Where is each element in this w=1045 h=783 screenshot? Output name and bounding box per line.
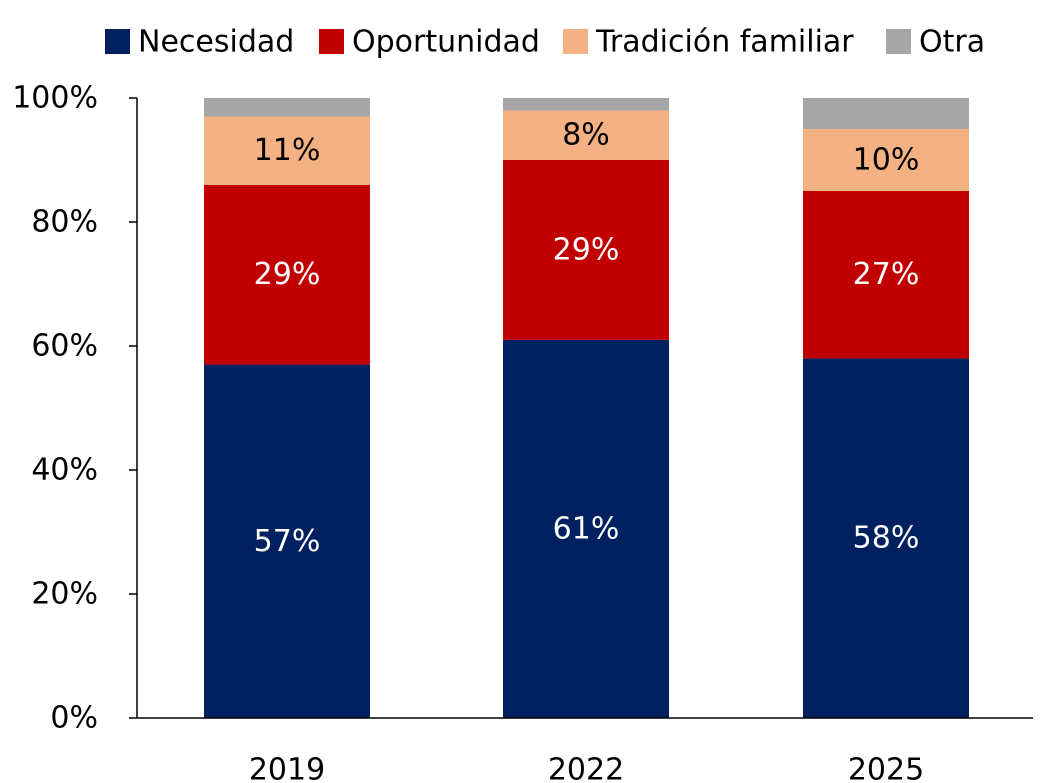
- legend-swatch: [886, 29, 911, 54]
- legend-label: Oportunidad: [352, 25, 540, 60]
- data-label-oportunidad-2019: 29%: [254, 257, 321, 292]
- x-tick-label: 2019: [249, 753, 325, 783]
- legend-item-otra: Otra: [886, 25, 985, 60]
- y-tick-label: 100%: [12, 81, 98, 116]
- legend-label: Tradición familiar: [595, 25, 854, 60]
- legend-swatch: [563, 29, 588, 54]
- legend-swatch: [319, 29, 344, 54]
- bar-oportunidad-2025: [803, 191, 969, 359]
- bar-tradicion-familiar-2019: [204, 116, 370, 185]
- y-tick-label: 20%: [31, 577, 98, 612]
- legend-item-necesidad: Necesidad: [105, 25, 294, 60]
- bar-otra-2025: [803, 98, 969, 129]
- bar-necesidad-2019: [204, 364, 370, 718]
- legend: Necesidad Oportunidad Tradición familiar Ot…: [105, 25, 985, 60]
- x-tick-label: 2025: [848, 753, 924, 783]
- axes: 0% 20% 40% 60% 80% 100% 2019 2022 2025: [12, 81, 1033, 783]
- x-tick-label: 2022: [548, 753, 624, 783]
- data-label-necesidad-2019: 57%: [254, 524, 321, 559]
- bar-tradicion-familiar-2022: [503, 110, 669, 160]
- data-label-tradicion-familiar-2019: 11%: [254, 133, 321, 168]
- legend-label: Otra: [919, 25, 985, 60]
- legend-label: Necesidad: [138, 25, 294, 60]
- bar-tradicion-familiar-2025: [803, 129, 969, 191]
- data-labels: 57% 29% 11% 61% 29% 8% 58% 27% 10%: [254, 118, 920, 559]
- legend-item-tradicion-familiar: Tradición familiar: [563, 25, 854, 60]
- bars: [204, 98, 969, 718]
- legend-item-oportunidad: Oportunidad: [319, 25, 540, 60]
- data-label-necesidad-2022: 61%: [553, 511, 620, 546]
- bar-otra-2022: [503, 98, 669, 111]
- y-tick-label: 40%: [31, 453, 98, 488]
- bar-necesidad-2022: [503, 339, 669, 718]
- bar-otra-2019: [204, 98, 370, 117]
- data-label-tradicion-familiar-2022: 8%: [562, 118, 610, 153]
- data-label-necesidad-2025: 58%: [853, 521, 920, 556]
- legend-swatch: [105, 29, 130, 54]
- data-label-oportunidad-2025: 27%: [853, 257, 920, 292]
- y-tick-label: 0%: [50, 701, 98, 736]
- data-label-oportunidad-2022: 29%: [553, 232, 620, 267]
- bar-necesidad-2025: [803, 358, 969, 718]
- data-label-tradicion-familiar-2025: 10%: [853, 143, 920, 178]
- bar-oportunidad-2022: [503, 160, 669, 340]
- y-tick-label: 60%: [31, 329, 98, 364]
- y-tick-label: 80%: [31, 205, 98, 240]
- bar-oportunidad-2019: [204, 184, 370, 365]
